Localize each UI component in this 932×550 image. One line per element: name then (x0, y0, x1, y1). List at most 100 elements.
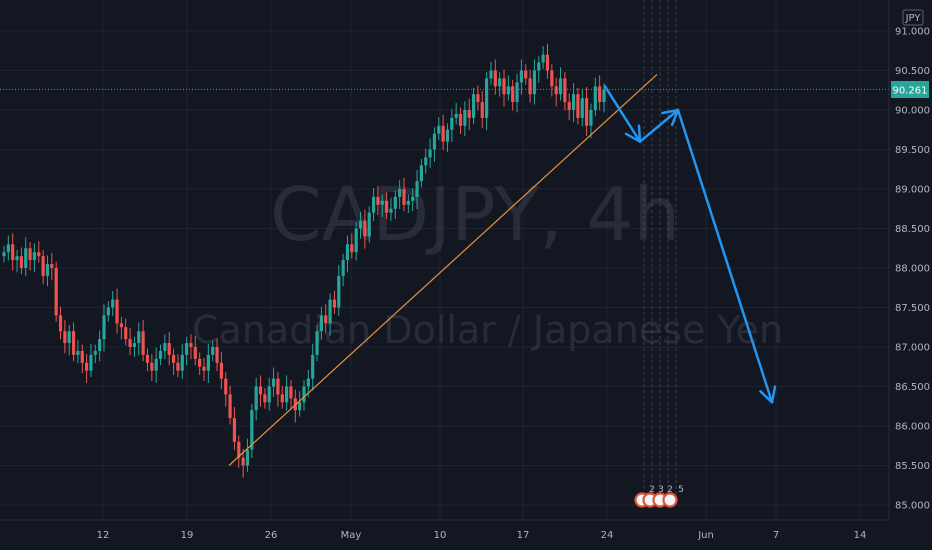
candle-body (137, 331, 141, 344)
candle-body (545, 54, 550, 71)
candle-body (380, 200, 384, 205)
candle-body (280, 394, 284, 403)
candle-body (11, 244, 15, 261)
candle-body (602, 89, 606, 103)
candle-body (228, 394, 232, 419)
candle-body (124, 327, 128, 340)
candle-body (402, 189, 406, 205)
candle-body (328, 299, 332, 324)
candle-body (115, 299, 119, 324)
price-tick-label: 88.000 (895, 264, 930, 275)
candle-body (50, 264, 54, 268)
currency-label: JPY (905, 13, 922, 24)
projection-arrowhead (624, 124, 642, 143)
candle-body (41, 256, 45, 276)
price-axis[interactable]: 91.000 90.500 90.000 89.500 89.000 88.500 88.0… (895, 27, 930, 512)
candle-body (432, 133, 437, 150)
candle-body (585, 98, 589, 126)
candle-body (258, 386, 263, 395)
candle-body (154, 358, 158, 371)
price-tick-label: 89.500 (895, 145, 930, 156)
candle-body (567, 102, 571, 110)
price-tick-label: 91.000 (895, 27, 930, 38)
projection-segment (638, 108, 680, 143)
projection-arrows[interactable] (603, 85, 777, 404)
price-tick-label: 89.000 (895, 185, 930, 196)
price-tick-label: 86.500 (895, 382, 930, 393)
candle-body (571, 94, 576, 110)
candle-body (437, 125, 441, 134)
candle-body (406, 200, 410, 205)
candle-body (332, 299, 337, 308)
last-price-badge (891, 81, 929, 98)
candle-body (319, 315, 323, 332)
candle-body (463, 110, 467, 126)
candle-body (276, 378, 280, 395)
candle-body (2, 252, 6, 257)
candle-body (28, 248, 32, 261)
candle-body (176, 362, 180, 371)
candle-body (54, 268, 58, 316)
candle-body (428, 149, 432, 158)
candle-body (345, 244, 350, 261)
candle-body (298, 402, 302, 411)
candle-body (271, 378, 276, 387)
candle-body (541, 54, 545, 63)
watermark-symbol: CADJPY, 4h (270, 172, 680, 258)
candle-body (132, 343, 137, 347)
event-marker-count: 2 (649, 485, 655, 495)
candle-body (189, 343, 193, 347)
candle-body (593, 86, 597, 110)
candle-body (245, 449, 250, 466)
candle-body (524, 70, 528, 79)
candle-body (424, 157, 428, 166)
candle-body (515, 82, 519, 103)
candle-body (141, 331, 145, 355)
candle-body (393, 196, 397, 209)
candle-body (158, 350, 163, 359)
candle-body (89, 354, 93, 371)
projection-arrowhead (661, 108, 680, 127)
candle-body (167, 343, 171, 355)
time-tick-label: 12 (97, 530, 110, 541)
candle-body (119, 323, 123, 328)
projection-arrowhead (759, 385, 777, 404)
candle-body (498, 78, 502, 87)
candle-body (554, 86, 558, 95)
candle-body (480, 102, 484, 118)
candle-body (71, 331, 76, 355)
event-marker-count: 5 (678, 485, 684, 495)
candle-body (193, 347, 197, 359)
event-marker-count: 3 (658, 485, 664, 495)
candle-body (111, 299, 115, 308)
time-tick-label: May (341, 530, 362, 541)
trendline[interactable] (228, 74, 658, 466)
price-tick-label: 90.000 (895, 106, 930, 117)
candle-body (211, 347, 215, 355)
time-axis[interactable]: 12 19 26 May 10 17 24 Jun 7 14 (97, 530, 867, 541)
candle-body (493, 70, 497, 87)
event-marker-icon (662, 492, 678, 508)
candle-body (415, 181, 419, 197)
time-tick-label: 17 (517, 530, 530, 541)
candle-body (341, 260, 345, 276)
candle-body (358, 220, 363, 229)
candle-body (550, 70, 554, 87)
candle-body (302, 386, 306, 403)
candle-body (76, 350, 80, 355)
candle-body (580, 98, 584, 118)
price-tick-label: 87.000 (895, 343, 930, 354)
candle-body (324, 315, 328, 324)
candle-body (476, 94, 480, 103)
candle-body (185, 343, 189, 355)
candle-body (311, 354, 315, 379)
candle-body (102, 315, 106, 340)
candle-body (63, 331, 67, 344)
time-tick-label: Jun (697, 530, 714, 541)
candle-body (285, 386, 289, 403)
candle-body (93, 350, 97, 355)
candle-body (506, 86, 510, 95)
